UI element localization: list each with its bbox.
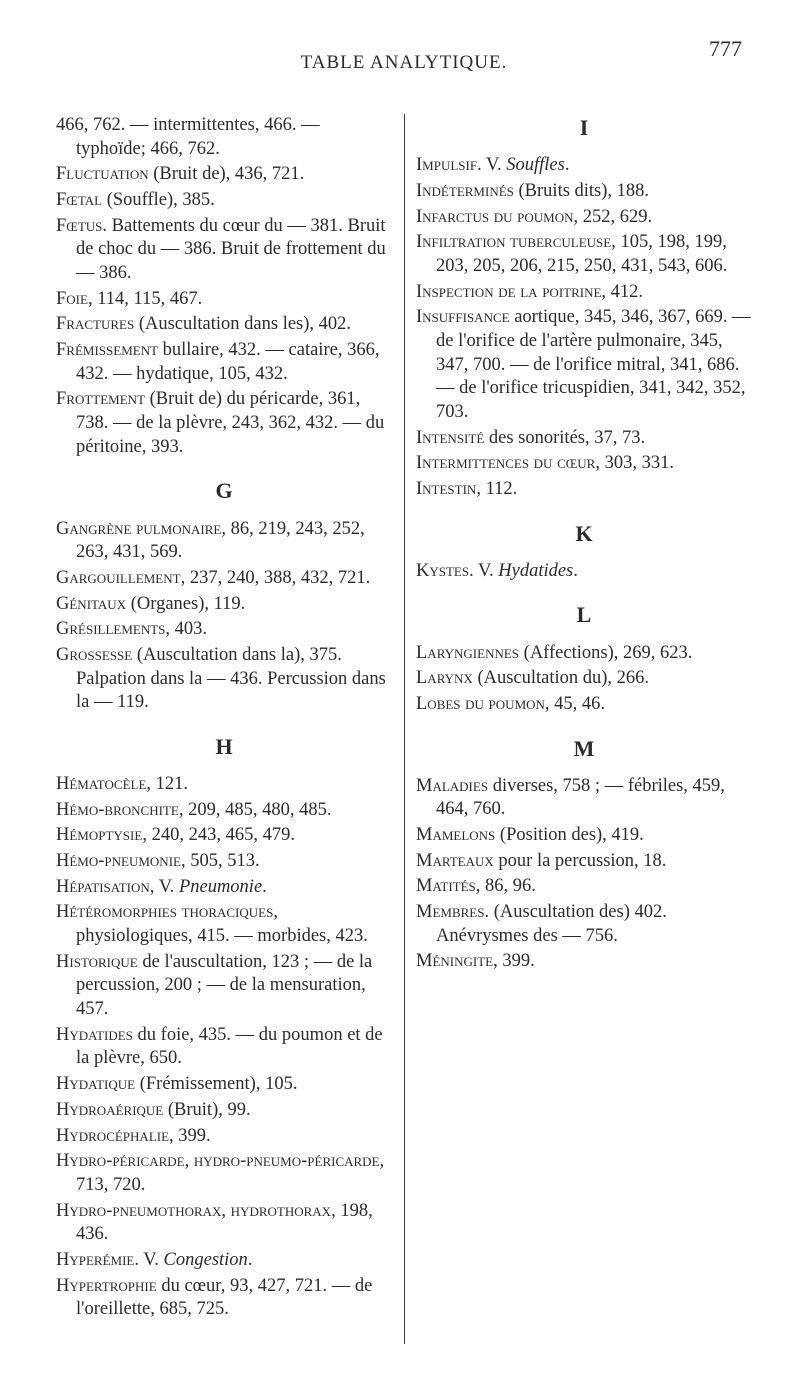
index-entry: Fœtal (Souffle), 385. [56, 189, 392, 213]
index-entry: Membres. (Auscultation des) 402. Anévrys… [416, 901, 752, 948]
index-entry: Historique de l'auscultation, 123 ; — de… [56, 951, 392, 1022]
index-entry: Frottement (Bruit de) du péricarde, 361,… [56, 388, 392, 459]
index-entry: Marteaux pour la percussion, 18. [416, 850, 752, 874]
index-entry: Hématocèle, 121. [56, 773, 392, 797]
index-entry: Hydro-pneumothorax, hydrothorax, 198, 43… [56, 1200, 392, 1247]
index-entry: Matités, 86, 96. [416, 875, 752, 899]
index-entry: Inspection de la poitrine, 412. [416, 281, 752, 305]
index-entry: Fractures (Auscultation dans les), 402. [56, 313, 392, 337]
index-entry: Intestin, 112. [416, 478, 752, 502]
index-entry: Infarctus du poumon, 252, 629. [416, 206, 752, 230]
page: TABLE ANALYTIQUE. 777 466, 762. — interm… [0, 0, 800, 1380]
index-entry: Infiltration tuberculeuse, 105, 198, 199… [416, 231, 752, 278]
running-title: TABLE ANALYTIQUE. [301, 52, 508, 74]
index-entry: Indéterminés (Bruits dits), 188. [416, 180, 752, 204]
index-entry: Laryngiennes (Affections), 269, 623. [416, 642, 752, 666]
index-columns: 466, 762. — intermittentes, 466. — typho… [56, 114, 752, 1344]
index-entry: Insuffisance aortique, 345, 346, 367, 66… [416, 306, 752, 424]
page-header: TABLE ANALYTIQUE. 777 [56, 36, 752, 96]
index-entry: Impulsif. V. Souffles. [416, 154, 752, 178]
index-entry: Hémo-bronchite, 209, 485, 480, 485. [56, 799, 392, 823]
index-entry: Hypertrophie du cœur, 93, 427, 721. — de… [56, 1275, 392, 1322]
index-entry: Frémissement bullaire, 432. — cataire, 3… [56, 339, 392, 386]
index-entry: Lobes du poumon, 45, 46. [416, 693, 752, 717]
index-entry: Foie, 114, 115, 467. [56, 288, 392, 312]
section-letter: M [416, 735, 752, 763]
index-entry: Génitaux (Organes), 119. [56, 593, 392, 617]
index-entry: Gargouillement, 237, 240, 388, 432, 721. [56, 567, 392, 591]
section-letter: I [416, 114, 752, 142]
index-entry: Intensité des sonorités, 37, 73. [416, 427, 752, 451]
index-entry: Fluctuation (Bruit de), 436, 721. [56, 163, 392, 187]
index-entry: Hydatides du foie, 435. — du poumon et d… [56, 1024, 392, 1071]
index-entry: Grossesse (Auscultation dans la), 375. P… [56, 644, 392, 715]
index-entry: Hépatisation, V. Pneumonie. [56, 876, 392, 900]
page-number: 777 [709, 36, 742, 62]
index-entry: Fœtus. Battements du cœur du — 381. Brui… [56, 215, 392, 286]
section-letter: L [416, 601, 752, 629]
index-entry: Hémoptysie, 240, 243, 465, 479. [56, 824, 392, 848]
index-entry: Hydatique (Frémissement), 105. [56, 1073, 392, 1097]
index-entry: Hémo-pneumonie, 505, 513. [56, 850, 392, 874]
index-entry: Hétéromorphies thoraciques, physiologiqu… [56, 901, 392, 948]
index-entry: Hydro-péricarde, hydro-pneumo-péricarde,… [56, 1150, 392, 1197]
section-letter: G [56, 477, 392, 505]
section-letter: K [416, 520, 752, 548]
section-letter: H [56, 733, 392, 761]
index-entry: Kystes. V. Hydatides. [416, 560, 752, 584]
index-entry: Grésillements, 403. [56, 618, 392, 642]
index-entry: Mamelons (Position des), 419. [416, 824, 752, 848]
index-entry: Gangrène pulmonaire, 86, 219, 243, 252, … [56, 518, 392, 565]
index-entry: Hyperémie. V. Congestion. [56, 1249, 392, 1273]
index-entry: Larynx (Auscultation du), 266. [416, 667, 752, 691]
index-entry: Hydrocéphalie, 399. [56, 1125, 392, 1149]
index-entry: Intermittences du cœur, 303, 331. [416, 452, 752, 476]
index-entry: Méningite, 399. [416, 950, 752, 974]
index-entry: Hydroaérique (Bruit), 99. [56, 1099, 392, 1123]
index-entry: 466, 762. — intermittentes, 466. — typho… [56, 114, 392, 161]
index-entry: Maladies diverses, 758 ; — fébriles, 459… [416, 775, 752, 822]
